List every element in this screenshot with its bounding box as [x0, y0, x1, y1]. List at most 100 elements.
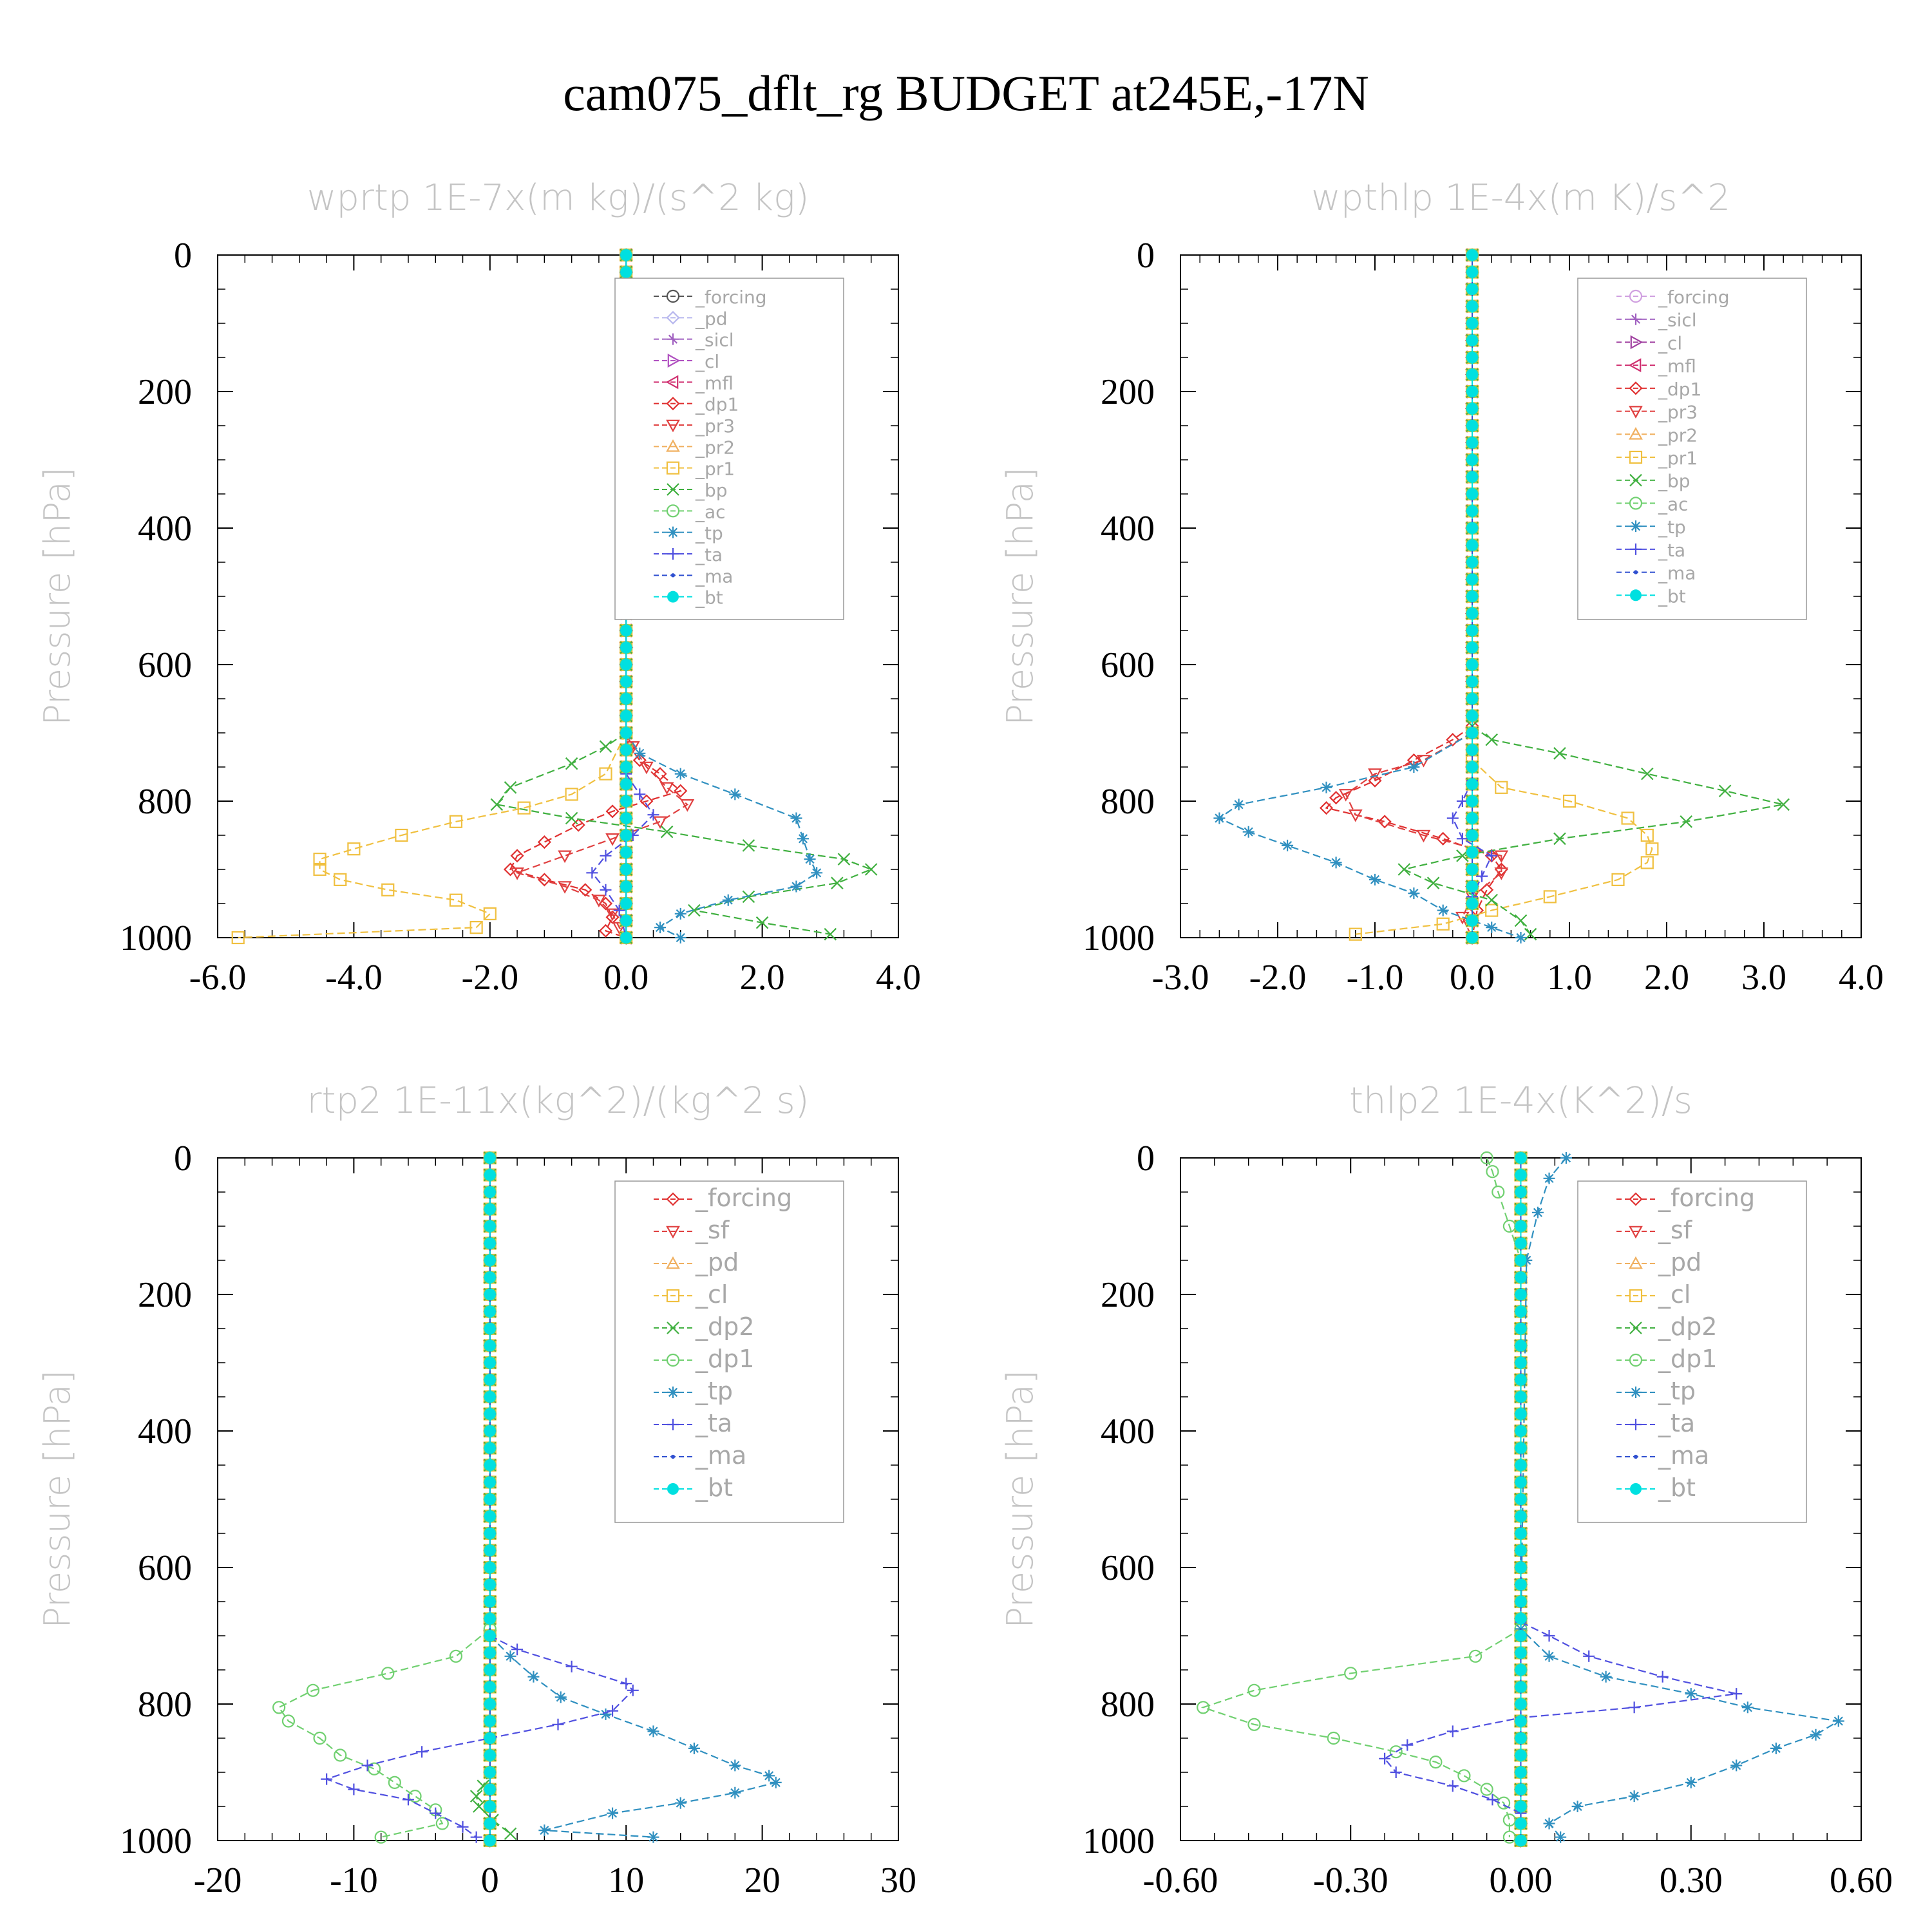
data-point — [647, 809, 659, 821]
data-point — [1436, 831, 1450, 846]
legend-entry: _pd — [1616, 1248, 1701, 1276]
series-line — [515, 732, 689, 938]
data-point — [484, 1357, 496, 1368]
legend-label: _pr2 — [695, 437, 735, 458]
y-tick-label: 600 — [138, 1548, 192, 1588]
series-line — [278, 1628, 491, 1838]
legend-label: _forcing — [1658, 287, 1730, 308]
data-point — [1429, 1756, 1443, 1769]
data-point — [1466, 659, 1478, 670]
data-point — [1446, 733, 1460, 747]
data-point — [1515, 1459, 1527, 1471]
data-point — [408, 1790, 422, 1803]
data-point — [600, 1708, 612, 1720]
data-point — [680, 799, 695, 812]
data-point — [484, 1220, 496, 1232]
data-point — [688, 904, 701, 917]
data-point — [763, 1770, 775, 1782]
data-point — [607, 1705, 619, 1717]
data-point — [484, 1442, 496, 1454]
data-point — [484, 1817, 496, 1830]
data-point — [484, 1255, 496, 1266]
series-bt — [484, 1152, 496, 1846]
data-point — [490, 798, 504, 811]
data-point — [1560, 1152, 1572, 1164]
y-tick-label: 1000 — [120, 1821, 192, 1861]
data-point — [470, 1831, 482, 1843]
data-point — [1401, 1739, 1414, 1751]
data-point — [272, 1701, 286, 1714]
data-point — [837, 853, 851, 866]
data-point — [484, 1459, 496, 1471]
y-tick-label: 800 — [1101, 782, 1155, 822]
legend-swatch-marker — [1628, 358, 1642, 373]
data-point — [1436, 917, 1450, 931]
data-point — [484, 1186, 496, 1198]
legend-label: _dp2 — [1658, 1312, 1717, 1341]
y-tick-label: 0 — [1137, 1139, 1155, 1179]
data-point — [1466, 864, 1478, 875]
data-point — [1515, 1664, 1527, 1676]
data-point — [1446, 1725, 1459, 1738]
data-point — [1466, 505, 1478, 517]
panel-title: wpthlp 1E-4x(m K)/s^2 — [1311, 177, 1730, 219]
panel-title: rtp2 1E-11x(kg^2)/(kg^2 s) — [307, 1080, 810, 1122]
data-point — [1543, 1650, 1555, 1662]
data-point — [381, 883, 395, 896]
y-tick-label: 600 — [1101, 645, 1155, 685]
data-point — [1515, 1630, 1527, 1642]
legend-label: _forcing — [695, 287, 767, 308]
data-point — [1515, 1732, 1527, 1744]
data-point — [1466, 437, 1478, 449]
data-point — [1515, 1528, 1527, 1539]
data-point — [484, 1510, 496, 1522]
legend-swatch-marker — [1629, 1226, 1643, 1239]
data-point — [1369, 873, 1381, 886]
data-point — [484, 1374, 496, 1386]
data-point — [627, 1684, 639, 1696]
data-point — [484, 1289, 496, 1300]
data-point — [1515, 1255, 1527, 1266]
data-point — [620, 727, 632, 739]
data-point — [395, 828, 408, 842]
data-point — [1515, 1476, 1527, 1488]
data-point — [1486, 1165, 1499, 1179]
data-point — [1466, 300, 1478, 312]
data-point — [1515, 1305, 1527, 1318]
data-point — [504, 1650, 516, 1662]
data-point — [306, 1683, 320, 1697]
data-point — [1416, 829, 1431, 843]
data-point — [1515, 1613, 1527, 1625]
data-point — [1466, 539, 1478, 551]
data-point — [1543, 1817, 1555, 1830]
data-point — [565, 788, 578, 801]
legend-entry: _bt — [1616, 1473, 1696, 1502]
legend-swatch-marker — [667, 1483, 679, 1495]
data-point — [1515, 1578, 1527, 1591]
legend-entry: _tp — [1616, 516, 1686, 538]
legend-swatch-marker — [667, 526, 679, 538]
data-point — [674, 784, 688, 798]
data-point — [527, 1671, 540, 1683]
data-point — [484, 1391, 496, 1403]
data-point — [1456, 833, 1468, 845]
data-point — [1543, 1630, 1555, 1642]
legend-swatch-marker — [1630, 1419, 1642, 1430]
data-point — [1730, 1759, 1743, 1772]
data-point — [592, 895, 606, 907]
series-line — [509, 732, 683, 939]
legend: _forcing _sf _pd _cl _dp2 _dp1 _tp _ta _ma _bt — [1577, 1180, 1807, 1523]
legend-swatch-marker — [666, 419, 680, 433]
legend-entry: _bt — [1616, 585, 1686, 607]
data-point — [688, 1742, 700, 1754]
data-point — [484, 1169, 496, 1181]
legend-swatch-marker — [1630, 520, 1642, 533]
x-tick-label: -3.0 — [1152, 958, 1209, 998]
legend-label: _pr2 — [1658, 424, 1698, 446]
y-tick-label: 200 — [138, 1275, 192, 1315]
legend-entry: _pr1 — [654, 459, 735, 480]
data-point — [1466, 676, 1478, 688]
data-point — [469, 1790, 483, 1803]
legend-label: _pr3 — [695, 415, 735, 437]
